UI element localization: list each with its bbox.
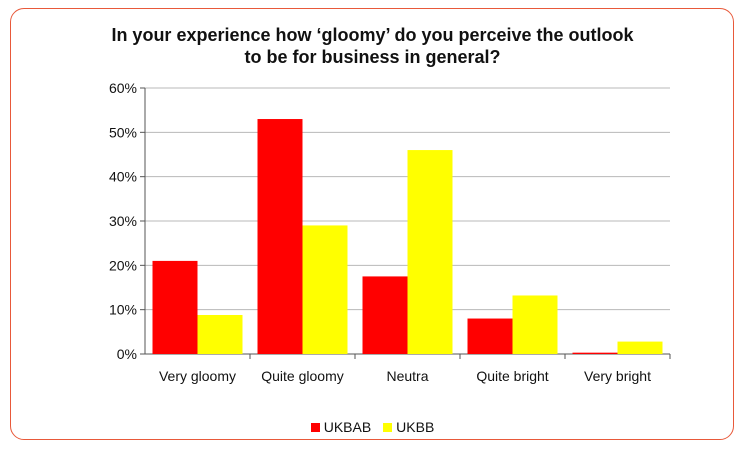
legend-label-ukbab: UKBAB <box>323 419 372 435</box>
y-tick-label: 10% <box>109 302 137 318</box>
legend-item-ukbb: UKBB <box>383 419 434 435</box>
chart-title: In your experience how ‘gloomy’ do you p… <box>0 24 745 68</box>
legend: UKBAB UKBB <box>0 419 745 435</box>
bar-ukbb-quite-gloomy <box>302 225 348 354</box>
y-tick-label: 50% <box>109 124 137 140</box>
chart-title-line-1: In your experience how ‘gloomy’ do you p… <box>111 25 634 45</box>
bar-ukbb-very-bright <box>617 341 663 354</box>
bars <box>152 119 663 355</box>
bar-ukbab-neutra <box>362 276 408 354</box>
bar-ukbab-very-gloomy <box>152 260 198 354</box>
y-tick-label: 30% <box>109 213 137 229</box>
chart-frame <box>10 8 734 440</box>
y-tick-label: 20% <box>109 257 137 273</box>
legend-item-ukbab: UKBAB <box>310 419 372 435</box>
chart-title-line-2: to be for business in general? <box>244 47 501 67</box>
bar-ukbb-neutra <box>407 150 453 354</box>
bar-ukbb-very-gloomy <box>197 314 243 354</box>
x-tick-label: Quite gloomy <box>261 368 343 384</box>
bar-ukbb-quite-bright <box>512 295 558 354</box>
x-tick-label: Quite bright <box>476 368 548 384</box>
tick-labels: 0% 10% 20% 30% 40% 50% 60% Very gloomy Quite glo… <box>109 80 651 384</box>
x-tick-label: Very gloomy <box>159 368 236 384</box>
legend-swatch-ukbab <box>310 422 320 432</box>
x-tick-label: Very bright <box>584 368 651 384</box>
bar-ukbab-very-bright <box>572 352 618 354</box>
legend-label-ukbb: UKBB <box>396 419 435 435</box>
y-tick-label: 0% <box>117 346 137 362</box>
y-tick-label: 40% <box>109 169 137 185</box>
legend-swatch-ukbb <box>383 422 393 432</box>
x-tick-label: Neutra <box>386 368 428 384</box>
y-tick-label: 60% <box>109 80 137 96</box>
bar-ukbab-quite-gloomy <box>257 119 303 355</box>
bar-ukbab-quite-bright <box>467 318 513 354</box>
